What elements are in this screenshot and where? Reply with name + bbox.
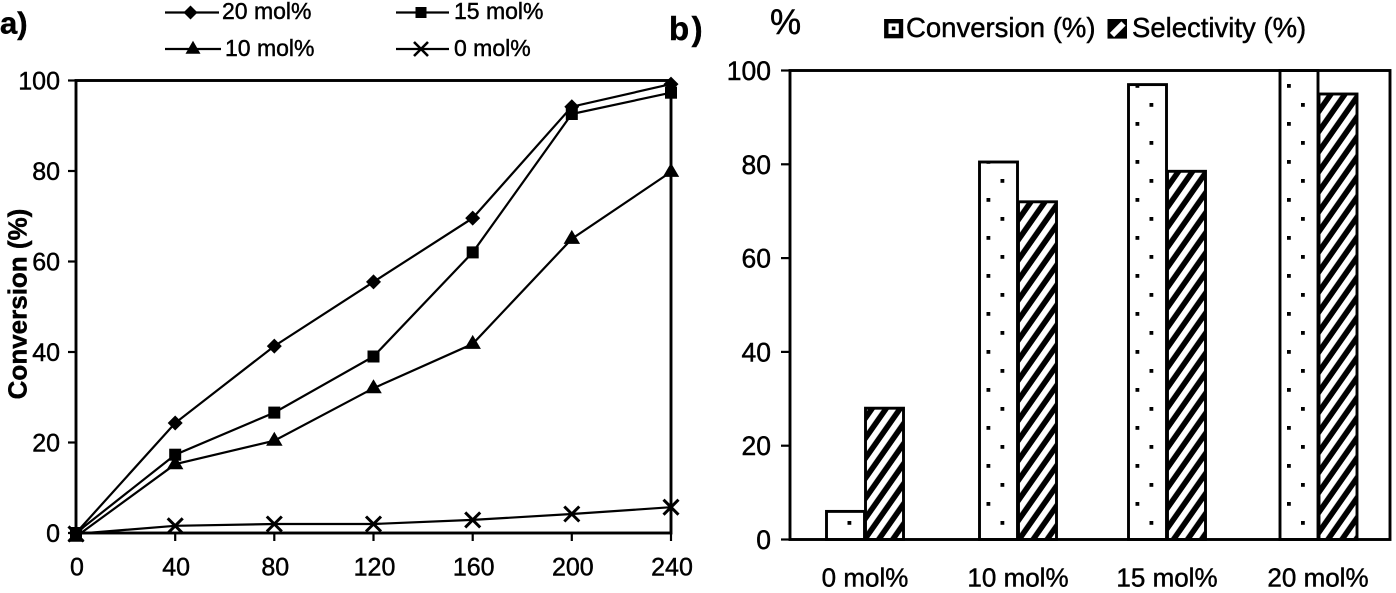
svg-text:15 mol%: 15 mol% <box>1116 563 1217 589</box>
svg-text:a): a) <box>0 6 28 41</box>
svg-text:0: 0 <box>756 525 771 555</box>
svg-text:60: 60 <box>742 244 771 274</box>
svg-text:40: 40 <box>162 554 190 582</box>
svg-text:20 mol%: 20 mol% <box>1267 563 1368 589</box>
svg-text:60: 60 <box>32 249 60 277</box>
svg-text:15 mol%: 15 mol% <box>454 0 543 24</box>
svg-text:40: 40 <box>32 339 60 367</box>
svg-text:Selectivity (%): Selectivity (%) <box>1132 12 1306 43</box>
svg-text:20: 20 <box>742 431 771 461</box>
svg-text:240: 240 <box>651 554 693 582</box>
svg-text:0: 0 <box>46 520 60 548</box>
svg-text:100: 100 <box>18 68 60 96</box>
svg-text:20 mol%: 20 mol% <box>222 0 311 24</box>
svg-text:0: 0 <box>70 554 84 582</box>
svg-text:%: % <box>770 3 801 42</box>
svg-text:40: 40 <box>742 337 771 367</box>
svg-text:10 mol%: 10 mol% <box>225 35 314 61</box>
svg-text:Conversion (%): Conversion (%) <box>3 209 33 400</box>
svg-text:80: 80 <box>742 150 771 180</box>
svg-text:200: 200 <box>552 554 594 582</box>
svg-text:0 mol%: 0 mol% <box>454 35 531 61</box>
svg-text:160: 160 <box>453 554 495 582</box>
svg-text:20: 20 <box>32 430 60 458</box>
svg-text:b): b) <box>669 10 705 47</box>
svg-text:Conversion (%): Conversion (%) <box>906 12 1096 43</box>
svg-text:10 mol%: 10 mol% <box>967 563 1068 589</box>
svg-text:80: 80 <box>261 554 289 582</box>
svg-text:120: 120 <box>354 554 396 582</box>
svg-text:80: 80 <box>32 158 60 186</box>
svg-text:100: 100 <box>727 56 771 86</box>
svg-text:0 mol%: 0 mol% <box>822 563 909 589</box>
